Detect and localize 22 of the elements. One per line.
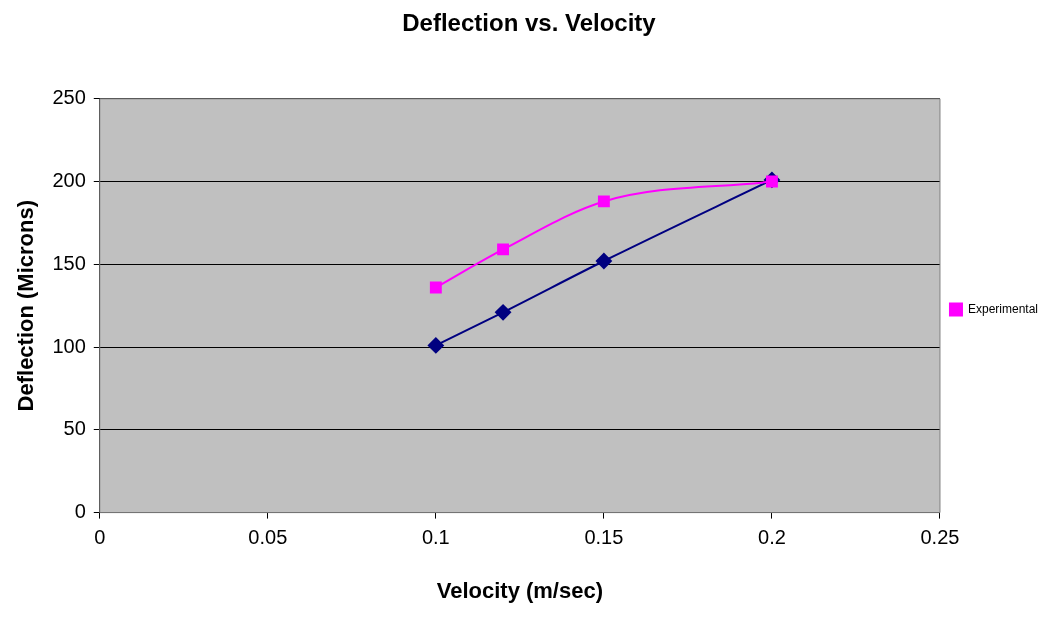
x-tick-label: 0.05 <box>248 526 288 549</box>
chart-title: Deflection vs. Velocity <box>402 9 657 37</box>
x-axis-title: Velocity (m/sec) <box>436 577 604 603</box>
y-tick-label: 100 <box>52 334 86 357</box>
y-tick-label: 0 <box>74 500 86 523</box>
x-tick-label: 0.15 <box>584 526 624 549</box>
y-tick-label: 200 <box>52 169 86 192</box>
legend-label: Experimental <box>967 301 1038 316</box>
y-tick-label: 50 <box>63 417 86 440</box>
x-tick-label: 0.2 <box>758 526 786 549</box>
point <box>429 281 442 294</box>
x-tick-label: 0.1 <box>421 526 450 549</box>
y-tick-label: 250 <box>52 86 86 109</box>
point <box>427 337 444 354</box>
point <box>495 304 512 321</box>
y-axis-title: Deflection (Microns) <box>13 199 39 412</box>
x-tick-label: 0.25 <box>920 526 960 549</box>
point <box>597 195 610 208</box>
x-tick-label: 0 <box>94 526 106 549</box>
point <box>595 253 612 270</box>
point <box>497 243 510 256</box>
y-tick-label: 150 <box>52 251 86 274</box>
